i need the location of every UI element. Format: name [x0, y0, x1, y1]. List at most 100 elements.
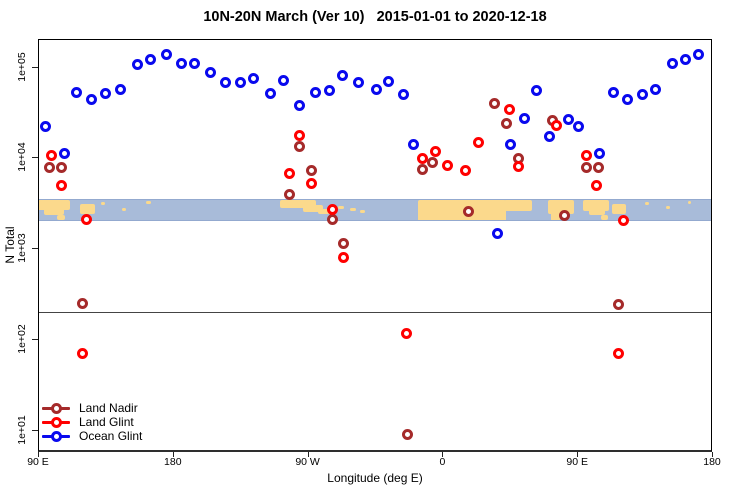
land-patch	[589, 206, 606, 215]
point-land-glint	[81, 213, 93, 225]
y-tick-mark	[32, 248, 38, 250]
x-tick-label: 90 W	[295, 456, 320, 468]
y-tick-label: 1e+05	[16, 51, 28, 82]
y-tick-label: 1e+03	[16, 233, 28, 264]
land-patch	[583, 199, 610, 211]
point-ocean-glint	[505, 139, 517, 151]
point-ocean-glint	[234, 76, 246, 88]
land-glint-symbol-icon	[42, 416, 70, 428]
reference-line	[39, 311, 711, 313]
point-land-nadir	[613, 299, 625, 311]
point-ocean-glint	[650, 83, 662, 95]
point-ocean-glint	[383, 75, 395, 87]
point-ocean-glint	[408, 138, 420, 150]
chart-title: 10N-20N March (Ver 10) 2015-01-01 to 202…	[203, 9, 547, 25]
point-ocean-glint	[58, 148, 70, 160]
point-ocean-glint	[100, 88, 112, 100]
point-ocean-glint	[205, 67, 217, 79]
x-tick-mark	[712, 452, 713, 457]
x-tick-label: 0	[439, 456, 446, 468]
x-tick-mark	[38, 452, 39, 457]
point-ocean-glint	[39, 120, 51, 132]
land-patch	[43, 206, 65, 215]
y-tick-label: 1e+04	[16, 142, 28, 173]
land-patch	[550, 211, 560, 220]
x-tick-mark	[577, 452, 579, 457]
land-patch	[302, 204, 324, 212]
point-land-glint	[417, 152, 429, 164]
point-land-nadir	[294, 140, 306, 152]
point-land-nadir	[326, 213, 338, 225]
point-land-nadir	[501, 117, 513, 129]
x-tick-mark	[307, 452, 309, 457]
point-land-glint	[45, 149, 57, 161]
point-ocean-glint	[594, 148, 606, 160]
y-tick-label: 1e+02	[16, 324, 28, 354]
point-ocean-glint	[680, 53, 692, 65]
point-land-glint	[459, 164, 471, 176]
plot-area	[38, 39, 712, 452]
point-ocean-glint	[573, 120, 585, 132]
legend-label: Land Nadir	[79, 401, 138, 415]
point-ocean-glint	[189, 58, 201, 70]
legend: Land Nadir Land Glint Ocean Glint	[42, 401, 142, 443]
land-patch	[100, 201, 105, 205]
point-land-glint	[503, 104, 515, 116]
point-land-glint	[338, 251, 350, 263]
land-patch	[611, 203, 627, 214]
point-land-glint	[442, 159, 454, 171]
land-patch	[644, 201, 649, 205]
point-land-nadir	[559, 209, 571, 221]
legend-item-land-glint: Land Glint	[42, 415, 142, 429]
y-tick-label: 1e+01	[16, 415, 28, 445]
point-ocean-glint	[563, 114, 575, 126]
point-land-glint	[613, 348, 625, 360]
y-tick-mark	[32, 157, 38, 159]
point-ocean-glint	[248, 73, 260, 85]
land-patch	[349, 207, 356, 211]
point-ocean-glint	[667, 57, 679, 69]
land-patch	[145, 200, 151, 204]
point-ocean-glint	[543, 131, 555, 143]
x-tick-label: 90 E	[566, 456, 588, 468]
x-tick-mark	[172, 452, 174, 457]
point-land-glint	[283, 167, 295, 179]
land-patch	[39, 199, 71, 210]
legend-label: Land Glint	[79, 415, 134, 429]
point-land-glint	[429, 145, 441, 157]
x-tick-label: 180	[164, 456, 182, 468]
land-patch	[121, 207, 126, 211]
point-ocean-glint	[131, 59, 143, 71]
point-ocean-glint	[622, 94, 634, 106]
point-ocean-glint	[310, 86, 322, 98]
land-nadir-symbol-icon	[42, 402, 70, 414]
point-ocean-glint	[531, 84, 543, 96]
legend-item-ocean-glint: Ocean Glint	[42, 429, 142, 443]
legend-label: Ocean Glint	[79, 429, 143, 443]
land-patch	[360, 209, 365, 213]
point-land-glint	[618, 215, 630, 227]
point-ocean-glint	[144, 54, 156, 66]
land-patch	[665, 205, 670, 209]
point-ocean-glint	[115, 83, 127, 95]
point-land-glint	[591, 179, 603, 191]
land-patch	[280, 199, 316, 208]
point-land-nadir	[489, 97, 501, 109]
point-ocean-glint	[293, 100, 305, 112]
land-patch	[687, 200, 691, 204]
legend-item-land-nadir: Land Nadir	[42, 401, 142, 415]
point-ocean-glint	[637, 89, 649, 101]
point-ocean-glint	[277, 74, 289, 86]
point-land-nadir	[76, 298, 88, 310]
point-ocean-glint	[176, 58, 188, 70]
point-land-nadir	[581, 161, 593, 173]
point-land-glint	[306, 177, 318, 189]
land-patch	[338, 205, 344, 209]
point-land-nadir	[593, 162, 605, 174]
x-axis-title: Longitude (deg E)	[327, 471, 423, 485]
land-patch	[503, 199, 532, 211]
point-land-nadir	[44, 161, 56, 173]
point-land-glint	[513, 160, 525, 172]
point-land-nadir	[306, 165, 318, 177]
